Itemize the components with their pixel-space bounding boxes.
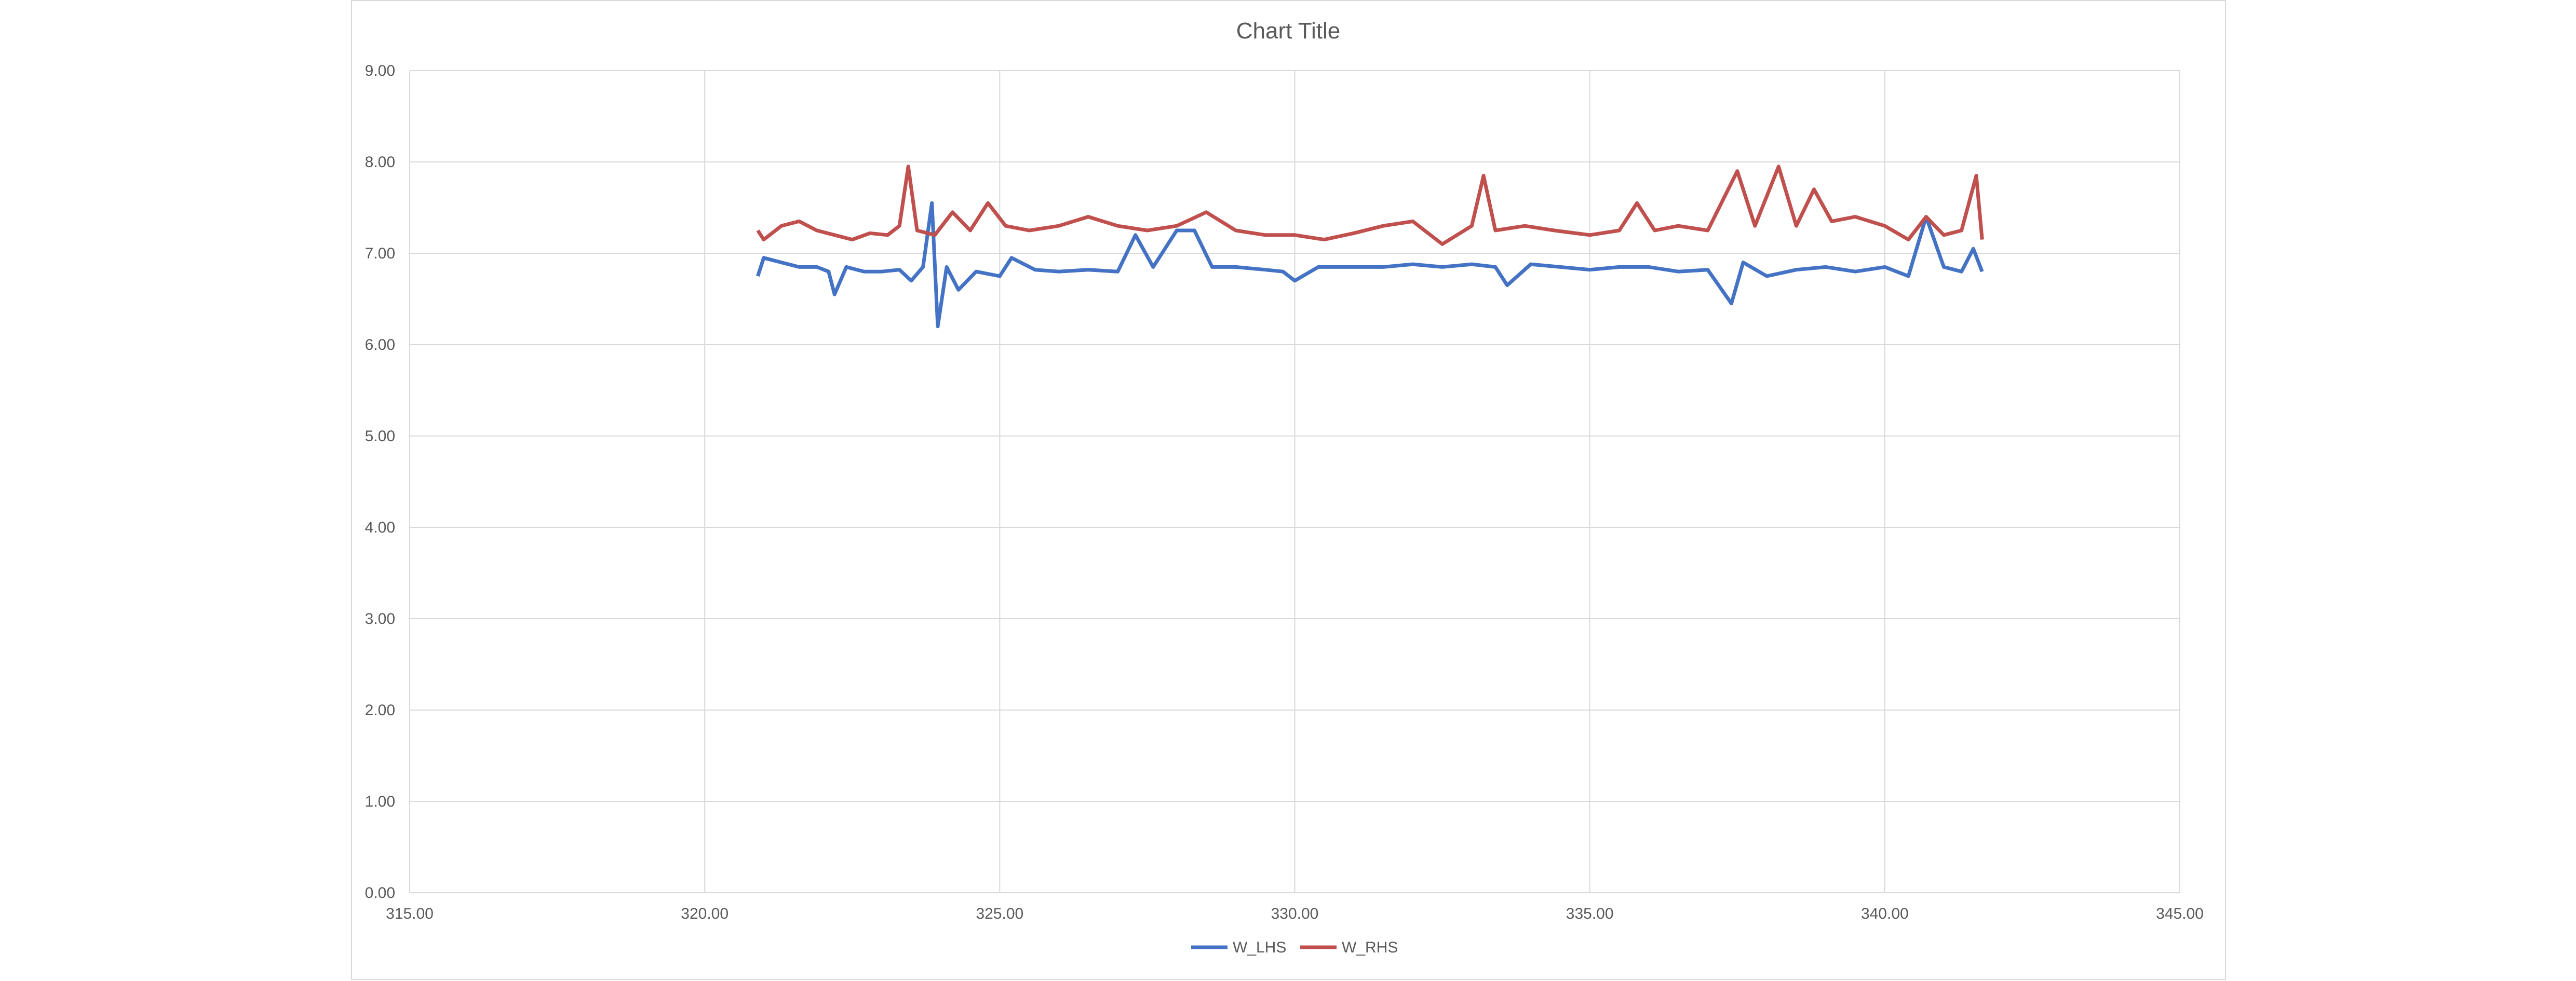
y-tick-label: 0.00 (365, 884, 395, 902)
gridlines (409, 70, 2180, 893)
x-tick-label: 325.00 (976, 905, 1023, 922)
y-tick-label: 1.00 (365, 793, 395, 810)
series-line-w-rhs (756, 165, 1984, 246)
x-tick-label: 335.00 (1566, 905, 1614, 922)
x-tick-label: 315.00 (386, 905, 434, 922)
y-tick-label: 2.00 (365, 702, 395, 719)
x-tick-label: 320.00 (681, 905, 729, 922)
y-tick-label: 9.00 (365, 62, 395, 79)
x-tick-label: 340.00 (1861, 905, 1909, 922)
axis-tick-labels: 0.00 1.00 2.00 3.00 4.00 5.00 6.00 7.00 8.00 9.00… (365, 62, 2204, 922)
y-tick-label: 8.00 (365, 154, 395, 171)
chart-title: Chart Title (1236, 18, 1341, 44)
y-tick-label: 7.00 (365, 245, 395, 262)
y-tick-label: 5.00 (365, 428, 395, 445)
y-tick-label: 3.00 (365, 610, 395, 628)
x-tick-label: 345.00 (2156, 905, 2204, 922)
chart-area (351, 0, 2226, 980)
series-layer (756, 165, 1984, 329)
series-line-w-lhs (756, 201, 1984, 329)
y-tick-label: 4.00 (365, 519, 395, 536)
x-tick-label: 330.00 (1271, 905, 1319, 922)
y-tick-label: 6.00 (365, 336, 395, 353)
legend: W_LHS W_RHS (1191, 939, 1398, 956)
legend-label: W_LHS (1233, 939, 1286, 956)
legend-label: W_RHS (1342, 939, 1398, 956)
